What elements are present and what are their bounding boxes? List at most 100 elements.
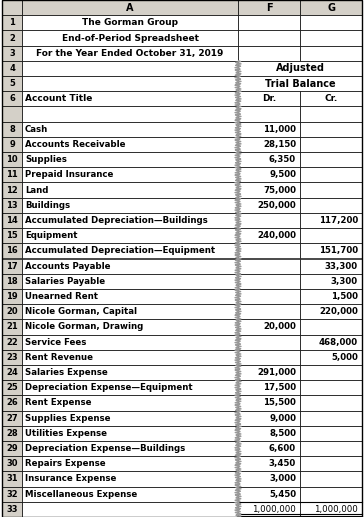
Bar <box>2 456 22 472</box>
Bar <box>300 320 362 334</box>
Bar <box>238 320 300 334</box>
Bar <box>300 304 362 320</box>
Bar <box>300 441 362 456</box>
Bar <box>2 365 22 380</box>
Bar <box>300 365 362 380</box>
Text: Insurance Expense: Insurance Expense <box>25 475 116 483</box>
Bar <box>2 107 22 121</box>
Bar <box>238 472 300 486</box>
Text: 28: 28 <box>6 429 18 438</box>
Bar <box>2 183 22 197</box>
Bar <box>22 410 238 426</box>
Bar <box>238 228 300 244</box>
Text: 12: 12 <box>6 186 18 194</box>
Text: 9,500: 9,500 <box>269 171 296 179</box>
Bar <box>238 441 300 456</box>
Bar <box>300 502 362 517</box>
Bar <box>2 426 22 441</box>
Bar <box>2 0 22 15</box>
Bar <box>22 15 238 31</box>
Bar <box>300 273 362 289</box>
Text: Buildings: Buildings <box>25 201 70 210</box>
Bar <box>300 349 362 365</box>
Text: Accounts Payable: Accounts Payable <box>25 262 111 270</box>
Bar <box>238 349 300 365</box>
Bar <box>238 486 300 502</box>
Bar <box>238 258 300 273</box>
Text: 6: 6 <box>9 94 15 103</box>
Text: 240,000: 240,000 <box>257 231 296 240</box>
Text: 1,500: 1,500 <box>331 292 358 301</box>
Text: 10: 10 <box>6 155 18 164</box>
Text: 8: 8 <box>9 125 15 134</box>
Text: 20,000: 20,000 <box>263 323 296 331</box>
Text: 2: 2 <box>9 34 15 42</box>
Text: F: F <box>266 3 272 12</box>
Bar <box>238 152 300 168</box>
Bar <box>22 334 238 349</box>
Bar <box>238 137 300 152</box>
Bar <box>2 45 22 61</box>
Text: Miscellaneous Expense: Miscellaneous Expense <box>25 490 137 499</box>
Bar <box>238 213 300 228</box>
Text: Rent Revenue: Rent Revenue <box>25 353 93 362</box>
Text: Land: Land <box>25 186 48 194</box>
Text: Depreciation Expense—Equipment: Depreciation Expense—Equipment <box>25 383 193 392</box>
Bar <box>22 273 238 289</box>
Bar <box>238 410 300 426</box>
Bar <box>238 76 362 91</box>
Bar <box>300 197 362 213</box>
Text: Dr.: Dr. <box>262 94 276 103</box>
Text: 8,500: 8,500 <box>269 429 296 438</box>
Bar <box>2 137 22 152</box>
Bar <box>22 183 238 197</box>
Text: 220,000: 220,000 <box>319 307 358 316</box>
Bar <box>2 168 22 183</box>
Bar <box>22 456 238 472</box>
Text: A: A <box>126 3 134 12</box>
Bar <box>238 365 300 380</box>
Text: Adjusted: Adjusted <box>276 64 324 73</box>
Text: 11: 11 <box>6 171 18 179</box>
Bar <box>300 15 362 31</box>
Bar <box>22 320 238 334</box>
Text: 3,000: 3,000 <box>269 475 296 483</box>
Text: Repairs Expense: Repairs Expense <box>25 459 106 468</box>
Bar <box>238 334 300 349</box>
Bar <box>2 15 22 31</box>
Text: Nicole Gorman, Drawing: Nicole Gorman, Drawing <box>25 323 143 331</box>
Bar <box>238 380 300 396</box>
Text: Equipment: Equipment <box>25 231 78 240</box>
Text: Utilities Expense: Utilities Expense <box>25 429 107 438</box>
Text: Trial Balance: Trial Balance <box>265 79 335 88</box>
Bar <box>2 486 22 502</box>
Bar <box>300 91 362 107</box>
Bar <box>238 121 300 137</box>
Text: 6,350: 6,350 <box>269 155 296 164</box>
Bar <box>22 258 238 273</box>
Text: 21: 21 <box>6 323 18 331</box>
Bar <box>300 472 362 486</box>
Bar <box>22 76 238 91</box>
Bar <box>300 258 362 273</box>
Bar <box>22 91 238 107</box>
Text: 6,600: 6,600 <box>269 444 296 453</box>
Bar <box>22 486 238 502</box>
Text: 4: 4 <box>9 64 15 73</box>
Text: 3: 3 <box>9 49 15 58</box>
Bar <box>300 228 362 244</box>
Text: 5,000: 5,000 <box>331 353 358 362</box>
Bar <box>22 152 238 168</box>
Text: 9: 9 <box>9 140 15 149</box>
Bar <box>300 244 362 258</box>
Text: For the Year Ended October 31, 2019: For the Year Ended October 31, 2019 <box>36 49 224 58</box>
Bar <box>22 304 238 320</box>
Text: 250,000: 250,000 <box>257 201 296 210</box>
Bar <box>2 61 22 76</box>
Bar <box>238 244 300 258</box>
Text: Accumulated Depreciation—Buildings: Accumulated Depreciation—Buildings <box>25 216 208 225</box>
Text: 13: 13 <box>6 201 18 210</box>
Bar <box>2 197 22 213</box>
Bar <box>300 396 362 410</box>
Bar <box>22 228 238 244</box>
